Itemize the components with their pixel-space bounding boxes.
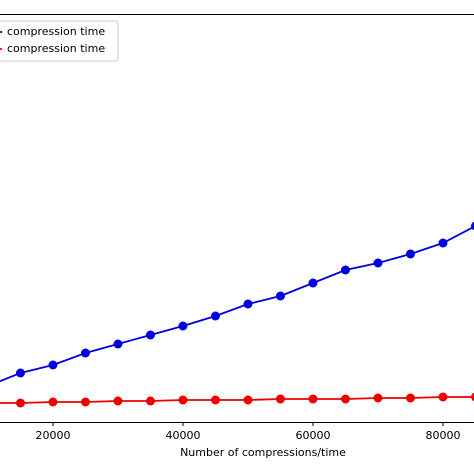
marker xyxy=(210,311,220,321)
marker xyxy=(145,396,155,406)
marker xyxy=(275,394,285,404)
marker xyxy=(48,397,58,407)
plot-area xyxy=(0,221,474,408)
legend-label: compression time xyxy=(7,25,105,38)
marker xyxy=(210,395,220,405)
marker xyxy=(178,395,188,405)
legend-label: compression time xyxy=(7,42,105,55)
marker xyxy=(15,398,25,408)
marker xyxy=(145,330,155,340)
marker xyxy=(113,396,123,406)
marker xyxy=(80,348,90,358)
legend-box xyxy=(0,20,119,62)
x-axis-label: Number of compressions/time xyxy=(180,446,346,459)
marker xyxy=(15,368,25,378)
marker xyxy=(113,339,123,349)
series-line xyxy=(0,225,474,383)
marker xyxy=(373,258,383,268)
marker xyxy=(470,392,474,402)
marker xyxy=(308,394,318,404)
marker xyxy=(243,299,253,309)
x-tick-label: 60000 xyxy=(295,429,330,442)
marker xyxy=(438,392,448,402)
marker xyxy=(405,249,415,259)
marker xyxy=(275,291,285,301)
marker xyxy=(438,238,448,248)
x-tick-label: 20000 xyxy=(35,429,70,442)
marker xyxy=(340,265,350,275)
marker xyxy=(48,360,58,370)
x-tick-label: 80000 xyxy=(425,429,460,442)
x-tick-label: 40000 xyxy=(165,429,200,442)
marker xyxy=(340,394,350,404)
marker xyxy=(373,393,383,403)
series-line xyxy=(0,396,474,404)
marker xyxy=(308,278,318,288)
marker xyxy=(178,321,188,331)
marker xyxy=(80,397,90,407)
marker xyxy=(243,395,253,405)
marker xyxy=(470,221,474,231)
marker xyxy=(405,393,415,403)
